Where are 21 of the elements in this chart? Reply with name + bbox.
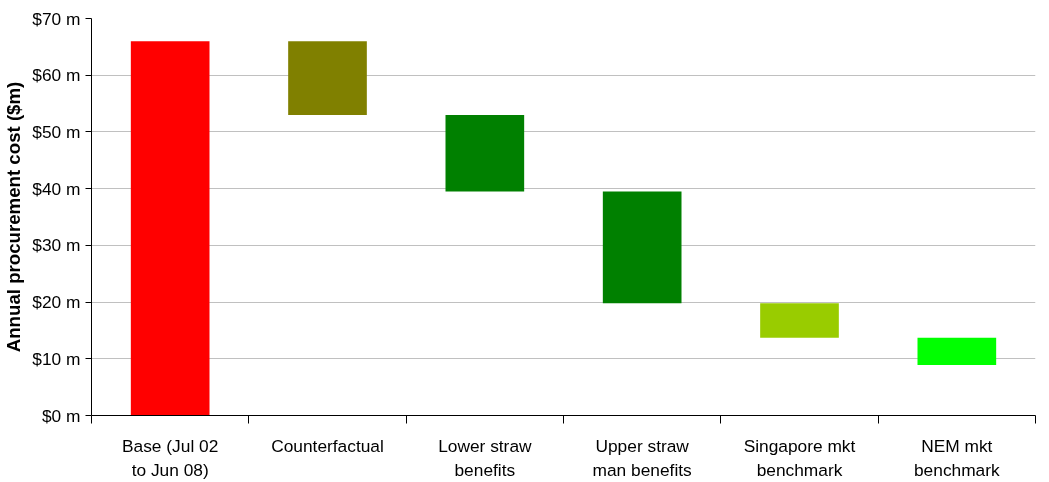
bar <box>288 41 367 115</box>
bar <box>602 191 682 304</box>
y-tick-label: $60 m <box>32 65 81 86</box>
y-axis-title: Annual procurement cost ($m) <box>3 81 25 353</box>
x-tick-label: Counterfactual <box>271 435 384 456</box>
bar <box>760 303 839 338</box>
x-tick-label: NEM mkt benchmark <box>913 435 1001 480</box>
y-tick-label: $10 m <box>32 348 81 369</box>
x-tick-label: Lower straw benefits <box>438 435 533 480</box>
x-tick-label: Base (Jul 02 to Jun 08) <box>122 435 219 480</box>
bar <box>445 114 525 192</box>
bar <box>130 41 210 416</box>
bar <box>917 337 997 366</box>
y-tick-label: $30 m <box>32 235 81 256</box>
x-tick-label: Upper straw man benefits <box>592 435 693 480</box>
y-tick-label: $20 m <box>32 292 81 313</box>
y-tick-label: $50 m <box>32 121 81 142</box>
y-tick-label: $0 m <box>41 405 81 426</box>
y-tick-label: $40 m <box>32 178 81 199</box>
x-tick-label: Singapore mkt benchmark <box>743 435 856 480</box>
y-tick-label: $70 m <box>32 8 81 29</box>
